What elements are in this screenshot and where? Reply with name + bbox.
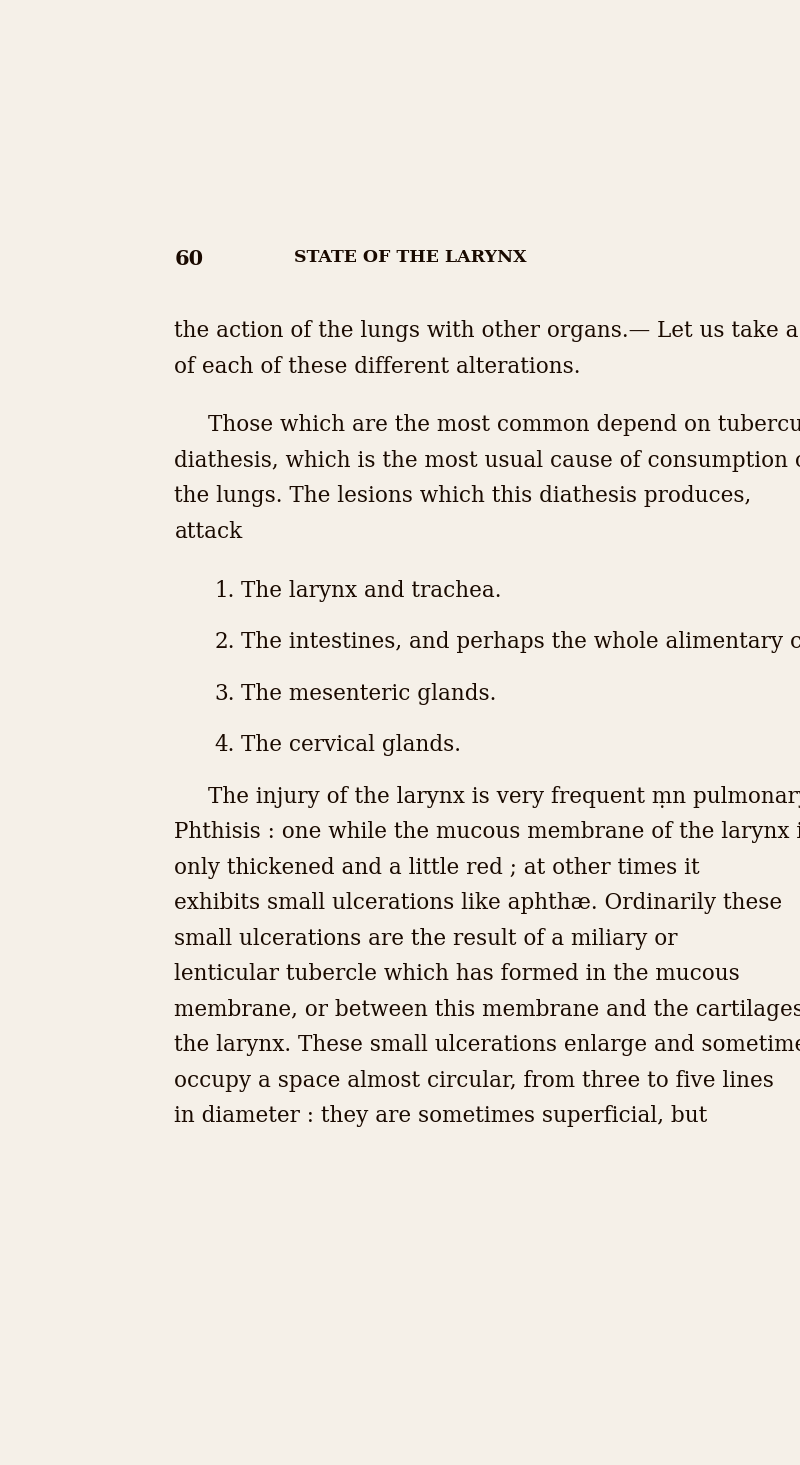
Text: The cervical glands.: The cervical glands. [242, 734, 462, 756]
Text: exhibits small ulcerations like aphthæ. Ordinarily these: exhibits small ulcerations like aphthæ. … [174, 892, 782, 914]
Text: 1.: 1. [214, 580, 235, 602]
Text: STATE OF THE LARYNX: STATE OF THE LARYNX [294, 249, 526, 267]
Text: 2.: 2. [214, 631, 235, 653]
Text: 3.: 3. [214, 683, 235, 705]
Text: The injury of the larynx is very frequent ṃn pulmonary: The injury of the larynx is very frequen… [209, 785, 800, 807]
Text: The mesenteric glands.: The mesenteric glands. [242, 683, 497, 705]
Text: attack: attack [174, 522, 242, 544]
Text: occupy a space almost circular, from three to five lines: occupy a space almost circular, from thr… [174, 1069, 774, 1091]
Text: small ulcerations are the result of a miliary or: small ulcerations are the result of a mi… [174, 927, 678, 949]
Text: Those which are the most common depend on tubercular: Those which are the most common depend o… [209, 415, 800, 437]
Text: membrane, or between this membrane and the cartilages of: membrane, or between this membrane and t… [174, 999, 800, 1021]
Text: in diameter : they are sometimes superficial, but: in diameter : they are sometimes superfi… [174, 1106, 708, 1128]
Text: diathesis, which is the most usual cause of consumption of: diathesis, which is the most usual cause… [174, 450, 800, 472]
Text: The larynx and trachea.: The larynx and trachea. [242, 580, 502, 602]
Text: the action of the lungs with other organs.— Let us take a view: the action of the lungs with other organ… [174, 321, 800, 343]
Text: lenticular tubercle which has formed in the mucous: lenticular tubercle which has formed in … [174, 964, 740, 986]
Text: Phthisis : one while the mucous membrane of the larynx is: Phthisis : one while the mucous membrane… [174, 822, 800, 844]
Text: the larynx. These small ulcerations enlarge and sometimes: the larynx. These small ulcerations enla… [174, 1034, 800, 1056]
Text: of each of these different alterations.: of each of these different alterations. [174, 356, 581, 378]
Text: The intestines, and perhaps the whole alimentary canal.: The intestines, and perhaps the whole al… [242, 631, 800, 653]
Text: only thickened and a little red ; at other times it: only thickened and a little red ; at oth… [174, 857, 700, 879]
Text: 60: 60 [174, 249, 203, 270]
Text: 4.: 4. [214, 734, 235, 756]
Text: the lungs. The lesions which this diathesis produces,: the lungs. The lesions which this diathe… [174, 485, 752, 507]
